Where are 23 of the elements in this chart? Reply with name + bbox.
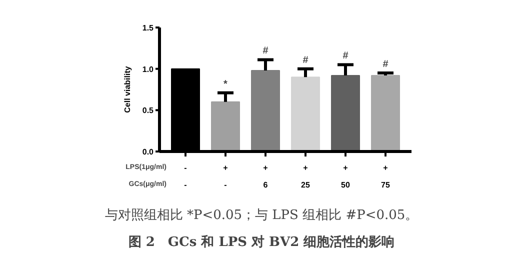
annotation: *: [224, 78, 228, 90]
annotation: #: [302, 54, 309, 66]
y-tick-label: 0.0: [142, 148, 154, 156]
y-axis-title: Cell viability: [123, 66, 132, 113]
text: 图 2 GCs 和 LPS 对 BV2 细胞活性的影响: [128, 234, 395, 250]
annotation: #: [382, 58, 389, 70]
annotation: #: [262, 46, 269, 57]
bar: [211, 101, 240, 152]
y-tick-label: 1.5: [142, 24, 154, 32]
x-tick-label: - -: [184, 164, 188, 190]
bar: [331, 74, 360, 152]
x-tick-label: + -: [223, 164, 228, 190]
x-tick-label: + 50: [341, 164, 350, 190]
x-tick-label: + 6: [263, 164, 268, 190]
x-tick-label: + 25: [301, 164, 310, 190]
annotation: #: [342, 50, 349, 62]
bar: [251, 70, 280, 152]
x-tick-label: + 75: [381, 164, 390, 190]
text: 与对照组相比 *P<0.05；与 LPS 组相比 #P<0.05。: [104, 208, 418, 223]
bar: [291, 76, 320, 152]
bar: [371, 74, 400, 152]
y-tick-label: 0.5: [142, 106, 154, 116]
y-tick-label: 1.0: [142, 64, 154, 74]
